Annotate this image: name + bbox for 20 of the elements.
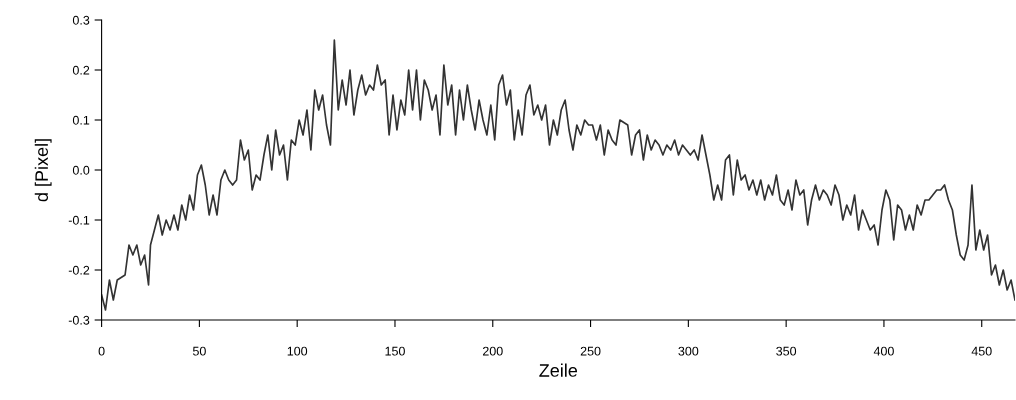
x-tick-label: 100 (287, 346, 308, 356)
x-tick-label: 50 (192, 346, 206, 356)
y-tick-label: -0.2 (68, 265, 90, 275)
x-tick-label: 450 (971, 346, 992, 356)
x-tick-label: 200 (482, 346, 503, 356)
x-tick-label: 150 (385, 346, 405, 356)
line-series (101, 39, 1015, 311)
y-tick-label: 0.2 (72, 65, 90, 75)
x-tick-label: 400 (873, 346, 894, 356)
y-tick-label: -0.3 (68, 315, 90, 325)
x-tick-label: 0 (98, 346, 105, 356)
y-tick-label: 0.0 (72, 165, 90, 175)
y-tick-label: 0.3 (72, 15, 90, 25)
y-axis-title: d [Pixel] (34, 139, 52, 202)
y-tick-label: 0.1 (72, 115, 90, 125)
y-tick-label: -0.1 (68, 215, 90, 225)
x-tick-label: 350 (776, 346, 797, 356)
x-tick-label: 250 (580, 346, 601, 356)
x-tick-label: 300 (678, 346, 699, 356)
x-axis-title: Zeile (539, 363, 578, 377)
